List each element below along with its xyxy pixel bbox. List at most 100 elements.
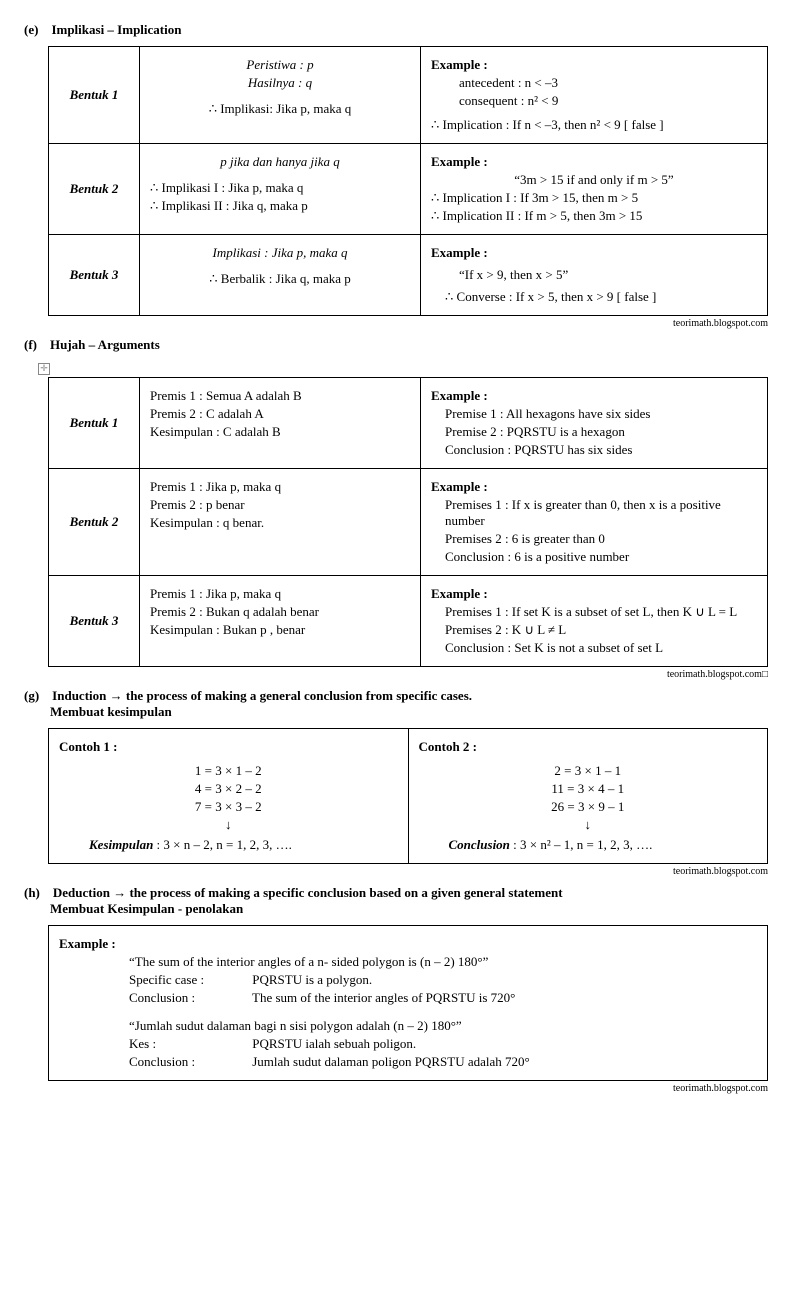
conclusion-text: : 3 × n² – 1, n = 1, 2, 3, …. — [513, 837, 652, 852]
example-head: Example : — [431, 154, 757, 170]
row-label: Bentuk 3 — [49, 576, 140, 667]
left-line: Premis 1 : Jika p, maka q — [150, 479, 410, 495]
eq-line: 2 = 3 × 1 – 1 — [419, 763, 758, 779]
row-left: Premis 1 : Jika p, maka q Premis 2 : p b… — [140, 469, 421, 576]
right-line: ∴ Converse : If x > 5, then x > 9 [ fals… — [431, 289, 757, 305]
ded-value: Jumlah sudut dalaman poligon PQRSTU adal… — [252, 1054, 529, 1069]
left-line: Kesimpulan : C adalah B — [150, 424, 410, 440]
table-row: Bentuk 2 Premis 1 : Jika p, maka q Premi… — [49, 469, 768, 576]
row-right: Example : Premise 1 : All hexagons have … — [421, 378, 768, 469]
right-line: Premises 1 : If x is greater than 0, the… — [431, 497, 757, 529]
ded-value: PQRSTU is a polygon. — [252, 972, 372, 987]
example-head: Example : — [431, 245, 757, 261]
section-g-subtitle: Membuat kesimpulan — [50, 704, 172, 719]
section-f-tag: (f) — [24, 337, 37, 352]
eq-line: 11 = 3 × 4 – 1 — [419, 781, 758, 797]
deduction-cell: Example : “The sum of the interior angle… — [49, 926, 768, 1081]
left-line: Premis 2 : p benar — [150, 497, 410, 513]
section-g-tag: (g) — [24, 688, 39, 703]
left-line: ∴ Berbalik : Jika q, maka p — [150, 271, 410, 287]
table-row: Bentuk 3 Premis 1 : Jika p, maka q Premi… — [49, 576, 768, 667]
right-line: ∴ Implication II : If m > 5, then 3m > 1… — [431, 208, 757, 224]
contoh-2: Contoh 2 : 2 = 3 × 1 – 1 11 = 3 × 4 – 1 … — [408, 729, 768, 864]
section-g-head: (g) Induction → the process of making a … — [24, 688, 772, 720]
left-line: Premis 2 : C adalah A — [150, 406, 410, 422]
example-head: Example : — [431, 388, 757, 404]
row-left: Peristiwa : p Hasilnya : q ∴ Implikasi: … — [140, 47, 421, 144]
arguments-table: Bentuk 1 Premis 1 : Semua A adalah B Pre… — [48, 377, 768, 667]
row-right: Example : “3m > 15 if and only if m > 5”… — [421, 144, 768, 235]
example-head: Example : — [431, 479, 757, 495]
induction-table: Contoh 1 : 1 = 3 × 1 – 2 4 = 3 × 2 – 2 7… — [48, 728, 768, 864]
right-line: ∴ Implication I : If 3m > 15, then m > 5 — [431, 190, 757, 206]
right-line: Conclusion : Set K is not a subset of se… — [431, 640, 757, 656]
table-row: Bentuk 3 Implikasi : Jika p, maka q ∴ Be… — [49, 235, 768, 316]
conclusion-label: Conclusion — [449, 837, 510, 852]
right-line: Premises 2 : K ∪ L ≠ L — [431, 622, 757, 638]
ded-label: Specific case : — [129, 972, 249, 988]
section-e-title: Implikasi – Implication — [51, 22, 181, 37]
left-line: Kesimpulan : Bukan p , benar — [150, 622, 410, 638]
ded-label: Conclusion : — [129, 990, 249, 1006]
ded-line: Kes : PQRSTU ialah sebuah poligon. — [129, 1036, 757, 1052]
row-right: Example : “If x > 9, then x > 5” ∴ Conve… — [421, 235, 768, 316]
left-line: Premis 1 : Semua A adalah B — [150, 388, 410, 404]
right-line: “3m > 15 if and only if m > 5” — [431, 172, 757, 188]
conclusion-line: Kesimpulan : 3 × n – 2, n = 1, 2, 3, …. — [59, 837, 398, 853]
conclusion-text: : 3 × n – 2, n = 1, 2, 3, …. — [157, 837, 292, 852]
table-row: Contoh 1 : 1 = 3 × 1 – 2 4 = 3 × 2 – 2 7… — [49, 729, 768, 864]
arrow-down-icon: ↓ — [59, 817, 398, 833]
arrow-down-icon: ↓ — [419, 817, 758, 833]
ded-label: Kes : — [129, 1036, 249, 1052]
conclusion-line: Conclusion : 3 × n² – 1, n = 1, 2, 3, …. — [419, 837, 758, 853]
left-line: Hasilnya : q — [150, 75, 410, 91]
section-f-title: Hujah – Arguments — [50, 337, 160, 352]
ded-line: Specific case : PQRSTU is a polygon. — [129, 972, 757, 988]
left-line: Implikasi : Jika p, maka q — [150, 245, 410, 261]
left-line: Premis 1 : Jika p, maka q — [150, 586, 410, 602]
row-label: Bentuk 3 — [49, 235, 140, 316]
ded-value: The sum of the interior angles of PQRSTU… — [252, 990, 515, 1005]
conclusion-label: Kesimpulan — [89, 837, 153, 852]
row-left: p jika dan hanya jika q ∴ Implikasi I : … — [140, 144, 421, 235]
right-line: ∴ Implication : If n < –3, then n² < 9 [… — [431, 117, 757, 133]
left-line: Premis 2 : Bukan q adalah benar — [150, 604, 410, 620]
right-line: antecedent : n < –3 — [431, 75, 757, 91]
section-g-title: Induction → the process of making a gene… — [52, 688, 472, 703]
ded-line: “The sum of the interior angles of a n- … — [129, 954, 757, 970]
table-row: Example : “The sum of the interior angle… — [49, 926, 768, 1081]
implication-table: Bentuk 1 Peristiwa : p Hasilnya : q ∴ Im… — [48, 46, 768, 316]
left-line: Peristiwa : p — [150, 57, 410, 73]
eq-line: 26 = 3 × 9 – 1 — [419, 799, 758, 815]
right-line: consequent : n² < 9 — [431, 93, 757, 109]
example-head: Example : — [59, 936, 757, 952]
right-line: Conclusion : PQRSTU has six sides — [431, 442, 757, 458]
left-line: ∴ Implikasi II : Jika q, maka p — [150, 198, 410, 214]
row-label: Bentuk 2 — [49, 144, 140, 235]
right-line: Premise 1 : All hexagons have six sides — [431, 406, 757, 422]
section-e-tag: (e) — [24, 22, 38, 37]
ded-line: Conclusion : The sum of the interior ang… — [129, 990, 757, 1006]
row-label: Bentuk 2 — [49, 469, 140, 576]
eq-line: 4 = 3 × 2 – 2 — [59, 781, 398, 797]
table-row: Bentuk 2 p jika dan hanya jika q ∴ Impli… — [49, 144, 768, 235]
table-row: Bentuk 1 Peristiwa : p Hasilnya : q ∴ Im… — [49, 47, 768, 144]
source-label: teorimath.blogspot.com — [24, 1083, 768, 1094]
contoh-1: Contoh 1 : 1 = 3 × 1 – 2 4 = 3 × 2 – 2 7… — [49, 729, 409, 864]
row-left: Premis 1 : Jika p, maka q Premis 2 : Buk… — [140, 576, 421, 667]
ded-line: “Jumlah sudut dalaman bagi n sisi polygo… — [129, 1018, 757, 1034]
left-line: ∴ Implikasi: Jika p, maka q — [150, 101, 410, 117]
right-line: Premise 2 : PQRSTU is a hexagon — [431, 424, 757, 440]
section-e-head: (e) Implikasi – Implication — [24, 22, 772, 38]
left-line: ∴ Implikasi I : Jika p, maka q — [150, 180, 410, 196]
source-label: teorimath.blogspot.com — [24, 866, 768, 877]
source-label: teorimath.blogspot.com□ — [24, 669, 768, 680]
contoh-head: Contoh 2 : — [419, 739, 758, 755]
row-label: Bentuk 1 — [49, 378, 140, 469]
example-head: Example : — [431, 57, 757, 73]
ded-value: PQRSTU ialah sebuah poligon. — [252, 1036, 416, 1051]
right-line: Premises 1 : If set K is a subset of set… — [431, 604, 757, 620]
section-h-tag: (h) — [24, 885, 40, 900]
source-label: teorimath.blogspot.com — [24, 318, 768, 329]
section-h-subtitle: Membuat Kesimpulan - penolakan — [50, 901, 243, 916]
